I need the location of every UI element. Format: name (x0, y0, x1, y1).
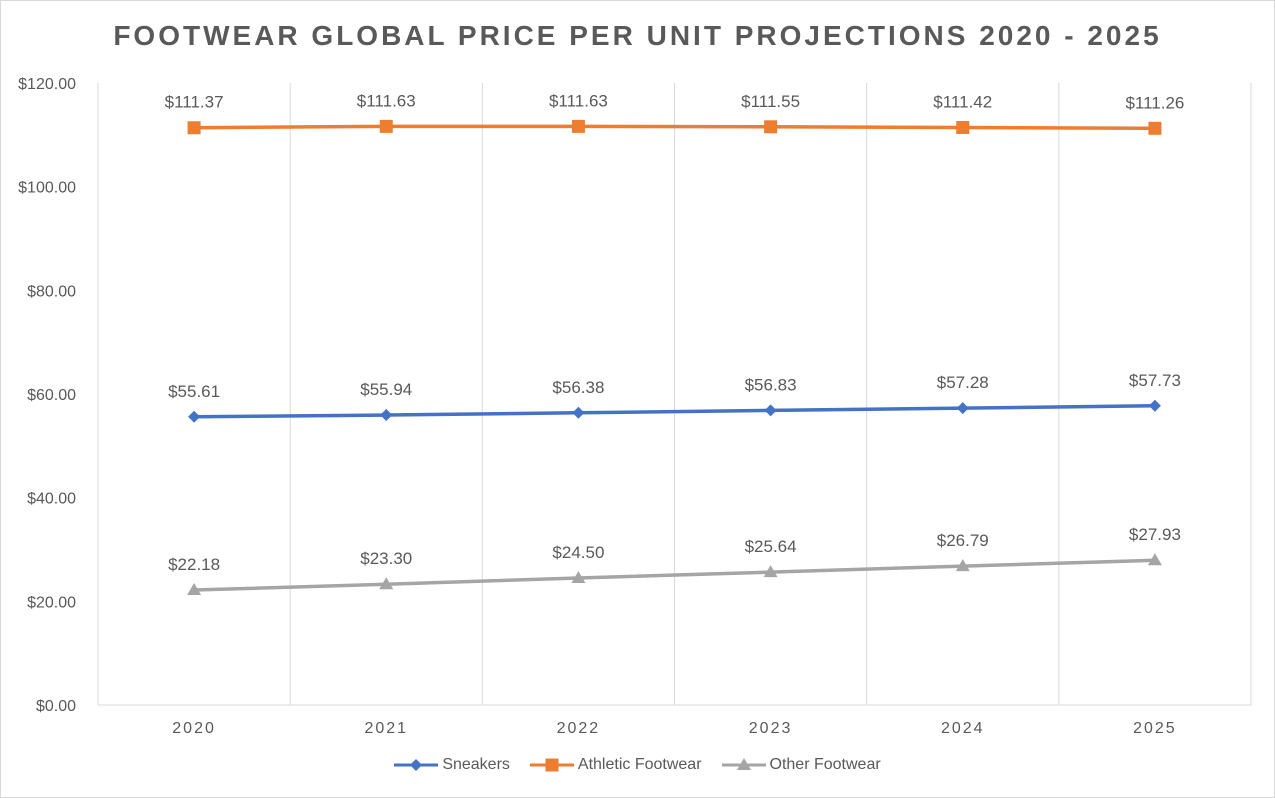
y-tick-label: $100.00 (18, 180, 76, 197)
y-tick-label: $20.00 (27, 594, 76, 611)
data-point (764, 404, 777, 417)
y-tick-label: $0.00 (36, 698, 76, 715)
legend-item: Athletic Footwear (529, 756, 702, 774)
data-label: $27.93 (1129, 525, 1181, 544)
data-label: $24.50 (552, 543, 604, 562)
legend-swatch (721, 758, 766, 770)
data-label: $57.28 (937, 373, 989, 392)
data-label: $111.55 (741, 92, 800, 111)
series-line (194, 558, 1155, 592)
legend-marker (545, 758, 559, 772)
data-point (764, 120, 778, 134)
data-label: $22.18 (168, 555, 220, 574)
data-label: $111.26 (1125, 93, 1184, 112)
x-tick-label: 2022 (557, 720, 601, 737)
x-tick-label: 2024 (941, 720, 985, 737)
data-label: $25.64 (745, 537, 797, 556)
series-line (194, 404, 1155, 419)
data-point (956, 120, 970, 134)
data-point (380, 409, 393, 422)
legend-label: Other Footwear (769, 756, 881, 773)
data-point (188, 410, 201, 423)
data-point (1148, 399, 1161, 412)
chart-title: FOOTWEAR GLOBAL PRICE PER UNIT PROJECTIO… (113, 20, 1162, 51)
series-line (194, 124, 1155, 131)
data-label: $111.63 (549, 91, 608, 110)
data-point (955, 559, 970, 572)
legend-marker (736, 758, 751, 770)
data-label: $111.37 (165, 93, 224, 112)
legend-label: Athletic Footwear (577, 756, 702, 773)
data-label: $56.83 (745, 375, 797, 394)
data-point (763, 565, 778, 578)
legend-label: Sneakers (442, 756, 510, 773)
y-tick-label: $120.00 (18, 76, 76, 93)
data-point (571, 571, 586, 584)
data-label: $56.38 (552, 378, 604, 397)
x-tick-label: 2023 (749, 720, 793, 737)
data-label: $111.42 (933, 92, 992, 111)
data-label: $55.94 (360, 380, 412, 399)
legend-item: Other Footwear (721, 756, 881, 774)
chart-legend: Sneakers Athletic Footwear Other Footwear (0, 756, 1275, 774)
x-tick-label: 2021 (364, 720, 408, 737)
data-label: $23.30 (360, 549, 412, 568)
x-tick-label: 2020 (172, 720, 216, 737)
data-label: $26.79 (937, 531, 989, 550)
y-tick-label: $60.00 (27, 387, 76, 404)
data-point (572, 406, 585, 419)
data-label: $111.63 (357, 91, 416, 110)
data-point (1148, 121, 1162, 135)
data-point (379, 577, 394, 590)
legend-swatch (529, 758, 574, 772)
data-label: $55.61 (168, 382, 220, 401)
legend-marker (410, 759, 423, 771)
data-label: $57.73 (1129, 371, 1181, 390)
data-point (187, 121, 201, 135)
y-tick-label: $40.00 (27, 491, 76, 508)
y-tick-label: $80.00 (27, 283, 76, 300)
data-point (379, 119, 393, 133)
legend-swatch (394, 759, 439, 771)
x-tick-label: 2025 (1133, 720, 1177, 737)
legend-item: Sneakers (394, 756, 510, 774)
data-point (956, 402, 969, 415)
data-point (571, 119, 585, 133)
data-point (187, 583, 202, 596)
data-point (1147, 553, 1162, 566)
